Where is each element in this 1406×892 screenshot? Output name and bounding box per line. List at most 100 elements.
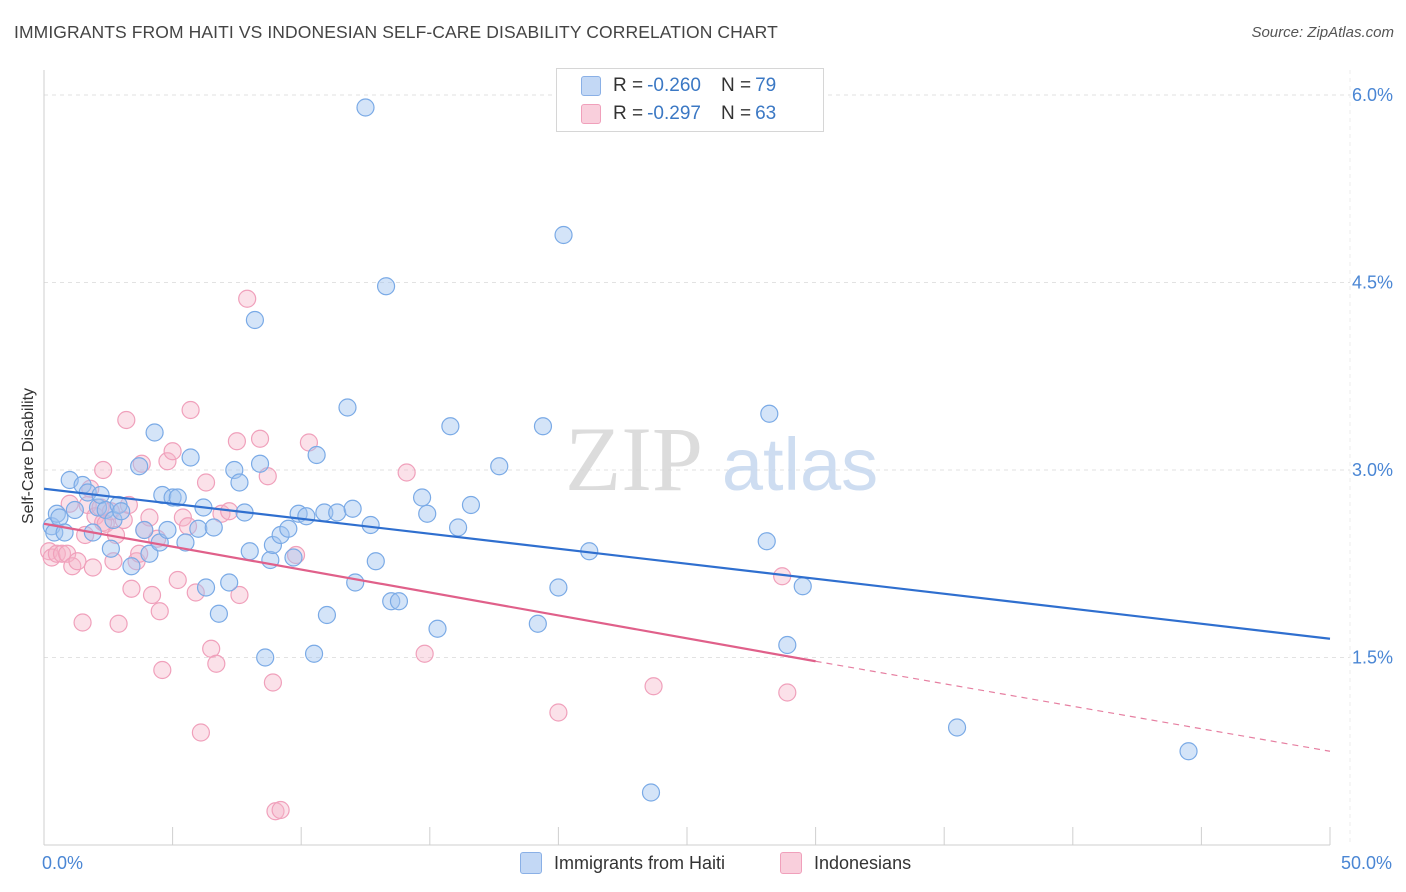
haiti-point [382,592,401,611]
y-axis-label: Self-Care Disability [20,388,37,524]
haiti-point [376,277,396,296]
haiti-point [140,544,159,563]
legend-n-value: 63 [755,103,777,124]
legend-r-value: -0.260 [647,75,701,96]
indonesian-point [94,460,113,480]
legend-swatch-haiti [581,76,601,96]
haiti-point [230,473,249,492]
haiti-point [168,488,187,507]
haiti-point [176,533,195,552]
haiti-point [317,605,337,625]
haiti-point [441,417,460,436]
indonesian-point [181,400,200,420]
indonesian-point [549,703,568,722]
indonesian-point [83,558,102,577]
indonesian-point [52,544,72,563]
indonesian-point [271,800,290,820]
indonesian-point [250,429,270,448]
haiti-point [361,515,380,535]
indonesian-point [415,644,434,663]
haiti-point [366,552,385,571]
haiti-point [163,488,182,507]
haiti-point [490,457,509,476]
haiti-point [1179,742,1198,761]
indonesian-point [158,452,177,471]
haiti-point [245,310,265,330]
legend-r-label: R = [613,103,644,124]
indonesian-point [153,660,172,680]
correlation-legend: R = -0.260 N = 79 R = -0.297 N = 63 [556,68,824,132]
indonesian-point [186,583,205,602]
haiti-point [757,532,776,551]
legend-r-value: -0.297 [647,103,701,124]
y-tick-labels: 1.5% 3.0% 4.5% 6.0% [1352,85,1393,668]
indonesian-trend-line-extension [815,660,1331,752]
haiti-point [122,557,141,576]
haiti-point [220,573,239,592]
trend-lines [43,487,1331,752]
indonesian-point [68,552,87,571]
haiti-point [389,592,409,611]
series-legend-indonesians: Indonesians [780,852,911,874]
haiti-point [346,573,365,592]
haiti-point [778,635,797,655]
haiti-point [760,404,779,423]
haiti-point [418,504,437,523]
haiti-point [250,454,270,473]
haiti-point [343,499,362,518]
haiti-point [284,548,303,567]
haiti-point [549,578,568,597]
haiti-point [554,225,573,245]
legend-n-value: 79 [755,75,777,96]
indonesian-point [207,654,226,673]
legend-n-label: N = [720,75,752,96]
haiti-point [112,502,131,521]
indonesian-point [109,614,128,633]
x-tick-label: 50.0% [1341,853,1392,873]
haiti-point [307,445,326,465]
indonesian-point [191,723,210,742]
haiti-point [304,644,324,663]
indonesian-point [227,432,246,451]
indonesian-point [150,602,169,621]
indonesian-point [173,508,192,527]
haiti-point [412,488,432,507]
haiti-point [158,520,177,540]
legend-swatch-indonesians [581,104,601,124]
indonesian-point [132,454,151,473]
indonesians-points [40,289,797,821]
haiti-point [101,539,120,558]
legend-r-label: R = [613,75,644,96]
y-tick-label: 3.0% [1352,460,1393,480]
indonesian-point [122,579,141,598]
indonesian-trend-line [43,522,816,663]
indonesian-point [142,585,162,605]
haiti-point [641,783,661,802]
x-tick-label: 0.0% [42,853,83,873]
haiti-point [428,619,447,638]
indonesian-point [238,289,257,308]
indonesian-point [196,473,216,492]
haiti-point [145,423,164,442]
indonesian-point [397,463,416,482]
indonesian-point [230,585,249,605]
indonesian-point [263,673,283,692]
indonesian-point [286,545,306,565]
haiti-trend-line [43,487,1331,640]
indonesian-point [47,544,66,563]
haiti-point [338,398,357,417]
haiti-point [135,520,154,540]
haiti-point [130,457,149,476]
haiti-point [189,519,208,538]
indonesian-point [163,442,182,461]
series-label-indonesians: Indonesians [814,852,912,873]
haiti-point [793,577,812,596]
haiti-point [209,604,228,623]
watermark: ZIP atlas [565,408,878,510]
watermark-atlas: atlas [722,423,878,506]
haiti-point [256,648,275,667]
series-swatch-haiti [520,852,542,874]
series-label-haiti: Immigrants from Haiti [554,852,726,873]
haiti-point [461,495,481,515]
